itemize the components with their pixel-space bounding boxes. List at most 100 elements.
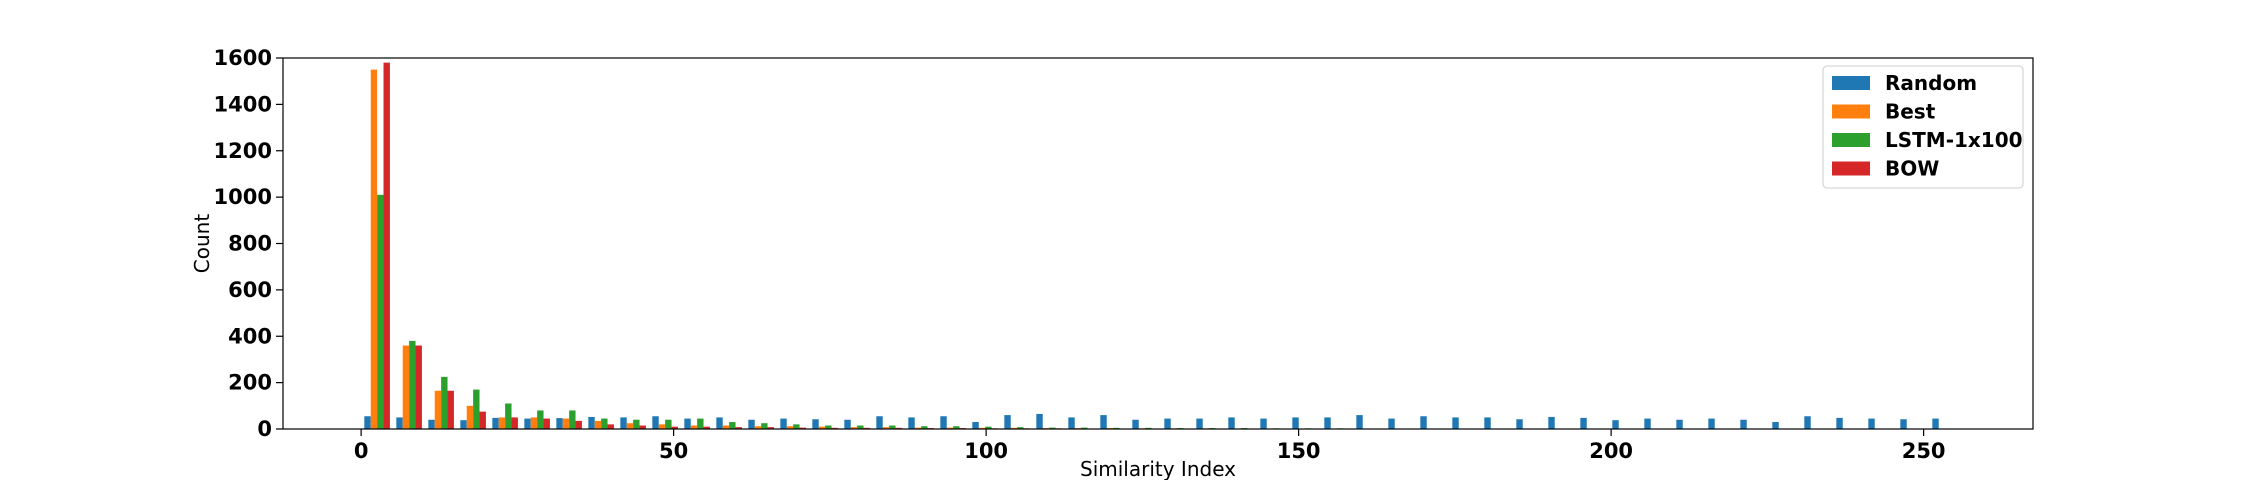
bar-lstm-1x100 [697, 418, 704, 429]
y-tick-label: 800 [228, 232, 272, 256]
bar-lstm-1x100 [985, 426, 992, 429]
bar-random [1676, 419, 1683, 429]
plot-frame [282, 57, 2034, 430]
bar-random [1196, 418, 1203, 429]
bar-random [1164, 418, 1171, 429]
bar-random [1900, 419, 1907, 429]
y-tick-label: 1600 [214, 46, 272, 70]
bar-lstm-1x100 [409, 340, 416, 429]
legend-swatch-lstm-1x100 [1832, 133, 1870, 147]
bar-best [946, 427, 954, 429]
bar-random [492, 417, 499, 429]
bar-random [588, 416, 595, 429]
bar-best [626, 423, 634, 429]
bar-lstm-1x100 [729, 422, 736, 429]
legend-label-best: Best [1885, 100, 1936, 124]
bar-random [876, 416, 883, 429]
bar-bow [703, 426, 710, 429]
bar-bow [415, 345, 422, 429]
y-tick-label: 600 [228, 278, 272, 302]
bar-lstm-1x100 [825, 425, 832, 429]
bar-random [460, 420, 467, 429]
bar-best [914, 427, 922, 429]
bar-lstm-1x100 [857, 425, 864, 429]
bar-random [1324, 417, 1331, 429]
bar-random [1516, 419, 1523, 429]
bar-random [1068, 417, 1075, 429]
bar-lstm-1x100 [665, 419, 672, 429]
bar-bow [799, 427, 806, 429]
bar-random [556, 418, 563, 429]
bar-best [530, 417, 538, 429]
bar-lstm-1x100 [761, 423, 768, 429]
legend-swatch-bow [1832, 161, 1870, 176]
bar-lstm-1x100 [1049, 427, 1056, 429]
bar-best [786, 426, 794, 429]
bar-random [1036, 413, 1043, 429]
bar-lstm-1x100 [921, 426, 928, 429]
bar-best [882, 427, 890, 429]
x-tick-label: 50 [659, 439, 688, 463]
legend: Random Best LSTM-1x100 BOW [1822, 65, 2024, 189]
bar-bow [639, 425, 646, 429]
bar-random [396, 417, 403, 429]
bar-bow [735, 427, 742, 429]
bar-random [1132, 419, 1139, 429]
bar-bow [607, 424, 614, 429]
x-axis-label: Similarity Index [1080, 457, 1236, 480]
bar-best [818, 426, 826, 429]
bar-random [1004, 415, 1011, 429]
bar-bow [543, 418, 550, 429]
bar-best [466, 405, 474, 429]
bar-lstm-1x100 [441, 376, 448, 429]
bar-lstm-1x100 [601, 418, 608, 429]
bar-lstm-1x100 [473, 389, 480, 429]
bar-best [434, 390, 442, 429]
bar-random [1420, 416, 1427, 429]
bar-random [1356, 415, 1363, 429]
bars-layer [364, 62, 1939, 429]
bar-bow [767, 427, 774, 429]
bar-best [370, 69, 378, 429]
bar-random [1836, 417, 1843, 429]
bar-random [1868, 418, 1875, 429]
bar-random [1484, 417, 1491, 429]
bar-random [1452, 417, 1459, 429]
y-tick-label: 0 [257, 417, 272, 441]
bar-lstm-1x100 [569, 410, 576, 429]
bar-lstm-1x100 [633, 419, 640, 429]
x-tick-label: 250 [1902, 439, 1946, 463]
bar-lstm-1x100 [1017, 427, 1024, 429]
bar-lstm-1x100 [953, 426, 960, 429]
bar-random [1740, 419, 1747, 429]
bar-random [1228, 417, 1235, 429]
bar-bow [479, 411, 486, 429]
bar-best [562, 418, 570, 429]
bar-random [1772, 422, 1779, 429]
bar-random [1932, 418, 1939, 429]
y-axis-label: Count [190, 214, 214, 274]
bar-random [716, 417, 723, 429]
bar-random [940, 416, 947, 429]
bar-best [754, 426, 762, 429]
legend-swatch-random [1832, 76, 1870, 90]
legend-label-lstm-1x100: LSTM-1x100 [1885, 128, 2023, 152]
legend-label-bow: BOW [1885, 157, 1939, 181]
y-tick-label: 200 [228, 371, 272, 395]
y-tick-label: 1400 [214, 92, 272, 116]
x-axis: 0 50 100 150 200 250 [354, 429, 1946, 463]
bar-bow [383, 62, 390, 429]
bar-random [780, 418, 787, 429]
bar-random [1644, 418, 1651, 429]
bar-random [524, 418, 531, 429]
bar-best [850, 427, 858, 429]
bar-best [658, 424, 666, 429]
bar-random [748, 419, 755, 429]
bar-random [972, 422, 979, 429]
bar-lstm-1x100 [505, 403, 512, 429]
x-tick-label: 0 [354, 439, 369, 463]
bar-best [690, 425, 698, 429]
bar-lstm-1x100 [377, 194, 384, 429]
bar-bow [575, 420, 582, 429]
